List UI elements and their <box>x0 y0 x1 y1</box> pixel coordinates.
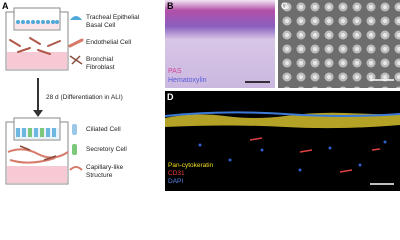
legend-item: Endothelial Cell <box>86 39 132 46</box>
stain-label: Hematoxylin <box>168 77 207 84</box>
histology-image <box>165 0 275 88</box>
figure: A Tracheal Epithelial Basal Cell Endothe… <box>2 0 400 191</box>
stain-label: PAS <box>168 68 182 75</box>
panel-label: C <box>281 1 288 11</box>
stain-label: CD31 <box>168 170 185 177</box>
capillary-icon <box>69 166 83 171</box>
basal-cell-icon <box>70 16 82 20</box>
legend-item: Bronchial Fibroblast <box>86 56 115 71</box>
nuclei-band <box>164 111 400 117</box>
nuclei <box>198 140 387 172</box>
fluorescence-image <box>165 91 400 191</box>
endothelial-icon <box>68 38 84 48</box>
legend-item: Secretory Cell <box>86 146 127 153</box>
panel-label: A <box>2 1 9 11</box>
vessels <box>249 137 381 173</box>
legend-item: Capillary-like Structure <box>86 164 124 179</box>
stain-label: DAPI <box>168 178 184 185</box>
arrow-text: 28 d (Differentiation in ALI) <box>46 94 123 101</box>
panel-label: D <box>167 92 174 102</box>
ciliated-icon <box>72 124 77 135</box>
legend-item: Tracheal Epithelial Basal Cell <box>86 14 140 29</box>
secretory-icon <box>72 144 77 155</box>
figure-graphics <box>5 0 400 191</box>
panel-label: B <box>167 1 174 11</box>
stain-label: Pan-cytokeratin <box>168 162 214 169</box>
transwell-bottom <box>5 117 69 185</box>
arrow <box>33 78 43 117</box>
fibroblast-icon <box>69 55 83 65</box>
sem-image <box>278 0 400 88</box>
legend-item: Ciliated Cell <box>86 126 121 133</box>
transwell-top <box>5 7 69 71</box>
